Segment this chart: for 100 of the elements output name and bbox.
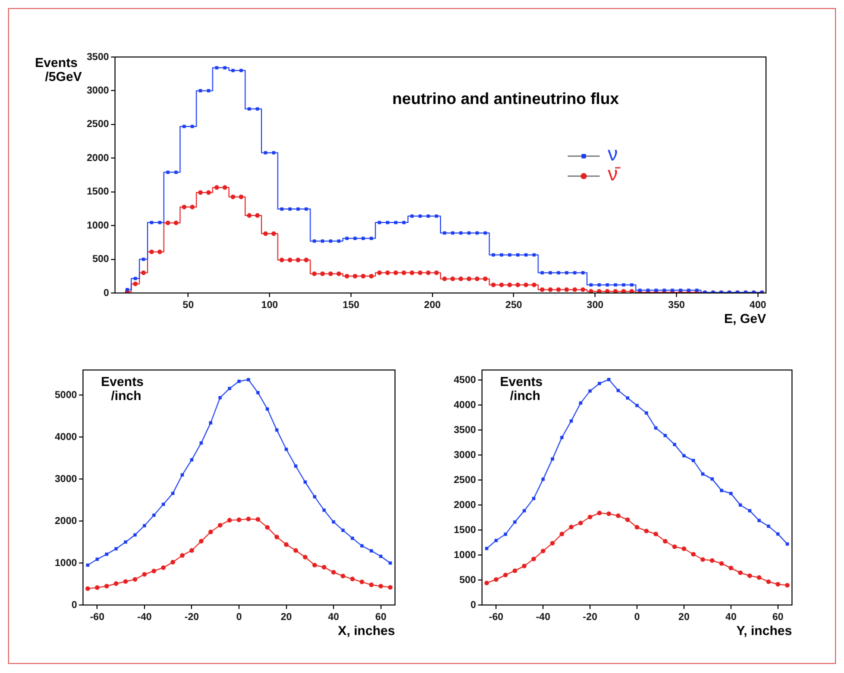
point — [700, 557, 706, 562]
point — [322, 564, 326, 570]
x-axis-title: E, GeV — [724, 311, 766, 326]
point — [256, 517, 260, 522]
point — [105, 552, 108, 556]
point — [378, 584, 384, 588]
point — [664, 434, 667, 438]
x-tick-label: 200 — [424, 300, 442, 311]
point — [123, 579, 128, 584]
point — [340, 574, 346, 578]
point — [616, 388, 620, 392]
y-tick-label: 2500 — [86, 119, 110, 130]
point — [180, 473, 184, 477]
point — [785, 582, 790, 588]
x-tick-label: 400 — [750, 300, 767, 311]
point — [360, 544, 364, 548]
point — [494, 577, 498, 582]
point — [379, 554, 382, 558]
point — [616, 513, 621, 518]
point — [531, 556, 536, 562]
x-tick-label: 60 — [772, 612, 784, 623]
point — [312, 562, 317, 568]
y-tick-label: 4000 — [454, 400, 476, 411]
point — [710, 558, 714, 563]
x-tick-label: 150 — [342, 300, 360, 311]
point — [522, 509, 526, 512]
x-tick-label: -40 — [137, 612, 152, 623]
point — [162, 502, 165, 506]
point — [302, 554, 308, 560]
point — [236, 518, 242, 522]
point — [588, 514, 592, 520]
point — [541, 478, 545, 481]
point — [568, 524, 574, 530]
point — [85, 586, 90, 591]
point — [322, 508, 326, 512]
y-tick-label: 1000 — [454, 550, 476, 561]
point — [653, 532, 658, 536]
x-tick-label: 50 — [182, 300, 194, 311]
point — [701, 472, 704, 476]
point — [190, 458, 194, 462]
point — [218, 396, 222, 400]
x-tick-label: 300 — [586, 300, 604, 311]
point — [341, 528, 345, 532]
y-tick-label: 3000 — [454, 450, 476, 461]
point — [691, 552, 696, 557]
x-axis-title: X, inches — [338, 623, 395, 638]
point — [672, 544, 677, 550]
point — [360, 580, 364, 584]
legend-label: ν̄ — [608, 164, 621, 186]
point — [550, 540, 555, 546]
y-axis-title: Events /inch — [101, 374, 144, 404]
point — [504, 532, 508, 536]
x-axis-title: Y, inches — [736, 623, 792, 638]
point — [625, 517, 630, 522]
y-tick-label: 2000 — [454, 500, 476, 511]
point — [607, 378, 610, 382]
point — [747, 573, 752, 578]
point — [692, 458, 695, 462]
y-tick-label: 1500 — [86, 186, 110, 198]
point — [766, 524, 770, 528]
point — [152, 514, 156, 517]
text: neutrino and antineutrino flux — [392, 90, 620, 108]
point — [256, 391, 260, 394]
point — [94, 585, 100, 590]
point — [644, 528, 649, 534]
point — [579, 401, 582, 405]
x-tick-label: 0 — [634, 612, 640, 623]
y-tick-label: 500 — [92, 254, 110, 266]
y-tick-label: 500 — [459, 574, 476, 586]
point — [161, 565, 166, 570]
point — [710, 477, 714, 481]
point — [738, 570, 743, 576]
point — [209, 421, 212, 424]
point — [369, 582, 374, 588]
y-tick-label: 2000 — [54, 516, 78, 527]
x-tick-label: -20 — [582, 612, 598, 623]
point — [388, 585, 393, 590]
x-tick-label: -60 — [488, 612, 504, 623]
point — [114, 547, 118, 550]
x-tick-label: -20 — [184, 612, 200, 623]
point — [104, 584, 109, 588]
y-tick-label: 3000 — [54, 474, 78, 485]
y-tick-label: 0 — [103, 288, 110, 299]
point — [275, 428, 278, 432]
point — [728, 566, 734, 570]
point — [237, 380, 241, 383]
x-tick-label: -40 — [536, 612, 551, 623]
point — [532, 496, 536, 500]
point — [503, 572, 508, 578]
y-tick-label: 5000 — [54, 390, 78, 401]
point — [570, 419, 573, 423]
point — [766, 579, 771, 584]
point — [86, 564, 90, 567]
point — [748, 509, 752, 512]
point — [284, 448, 288, 451]
point — [218, 522, 222, 528]
y-tick-label: 0 — [71, 600, 78, 611]
point — [512, 568, 518, 574]
point — [274, 534, 280, 540]
y-tick-label: 3500 — [454, 424, 476, 436]
